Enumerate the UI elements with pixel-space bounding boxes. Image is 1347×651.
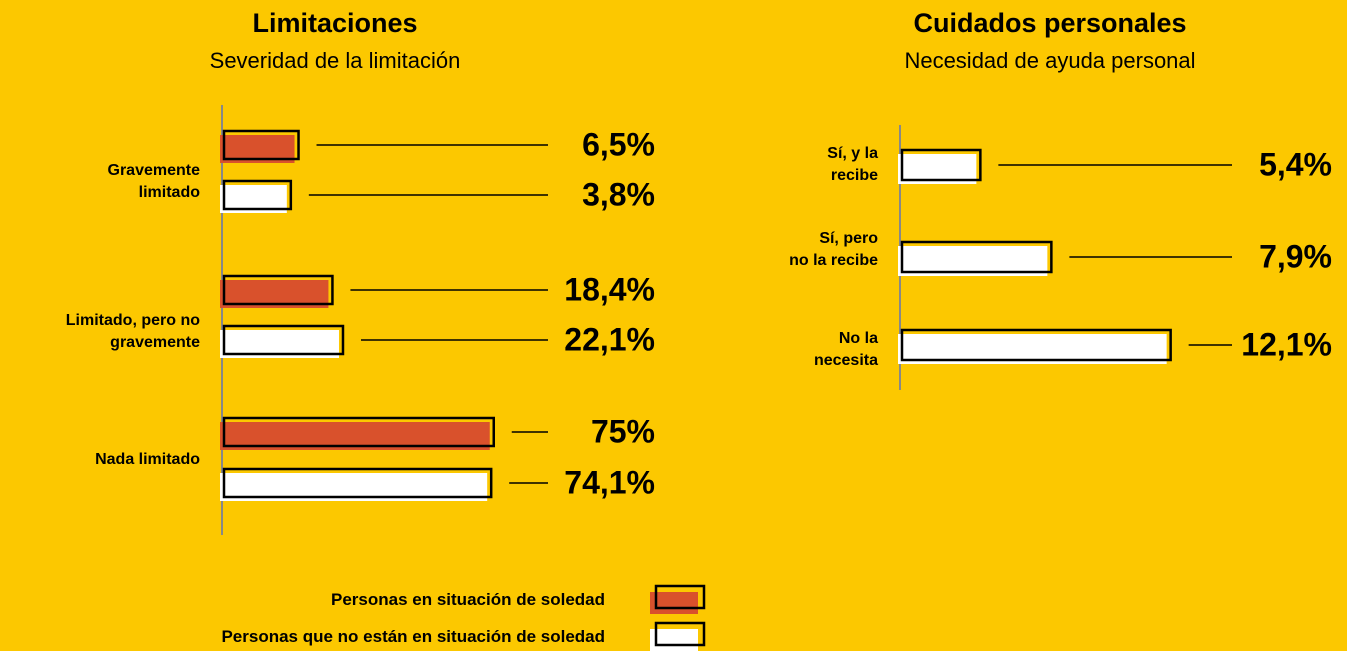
legend-swatch-outline <box>654 621 706 647</box>
bar-outline <box>222 416 495 448</box>
chart-subtitle: Severidad de la limitación <box>209 48 461 73</box>
category-label: No la necesita <box>813 330 878 369</box>
category-label: Sí, y la recibe <box>827 145 878 184</box>
value-label: 74,1% <box>564 464 655 501</box>
bar-outline <box>222 129 300 161</box>
category-label: Nada limitado <box>95 451 200 468</box>
value-label: 7,9% <box>1259 238 1332 275</box>
bar-outline <box>900 240 1053 274</box>
category-label: Sí, pero no la recibe <box>789 230 878 269</box>
chart-title: Cuidados personales <box>913 8 1187 38</box>
bar-outline <box>900 328 1172 362</box>
value-label: 12,1% <box>1241 326 1332 363</box>
legend-label: Personas en situación de soledad <box>331 590 605 609</box>
bar-outline <box>222 274 334 306</box>
bar-outline <box>900 148 982 182</box>
bar-outline <box>222 467 493 499</box>
value-label: 75% <box>590 413 655 450</box>
chart-title: Limitaciones <box>252 8 418 38</box>
value-label: 3,8% <box>582 176 655 213</box>
legend-swatch-outline <box>654 584 706 610</box>
bar-outline <box>222 324 345 356</box>
legend-label: Personas que no están en situación de so… <box>221 627 605 646</box>
category-label: Limitado, pero no gravemente <box>65 312 200 351</box>
value-label: 22,1% <box>564 321 655 358</box>
category-label: Gravemente limitado <box>107 162 201 201</box>
value-label: 5,4% <box>1259 146 1332 183</box>
value-label: 6,5% <box>582 126 655 163</box>
chart-subtitle: Necesidad de ayuda personal <box>904 48 1196 73</box>
value-label: 18,4% <box>564 271 655 308</box>
bar-outline <box>222 179 293 211</box>
